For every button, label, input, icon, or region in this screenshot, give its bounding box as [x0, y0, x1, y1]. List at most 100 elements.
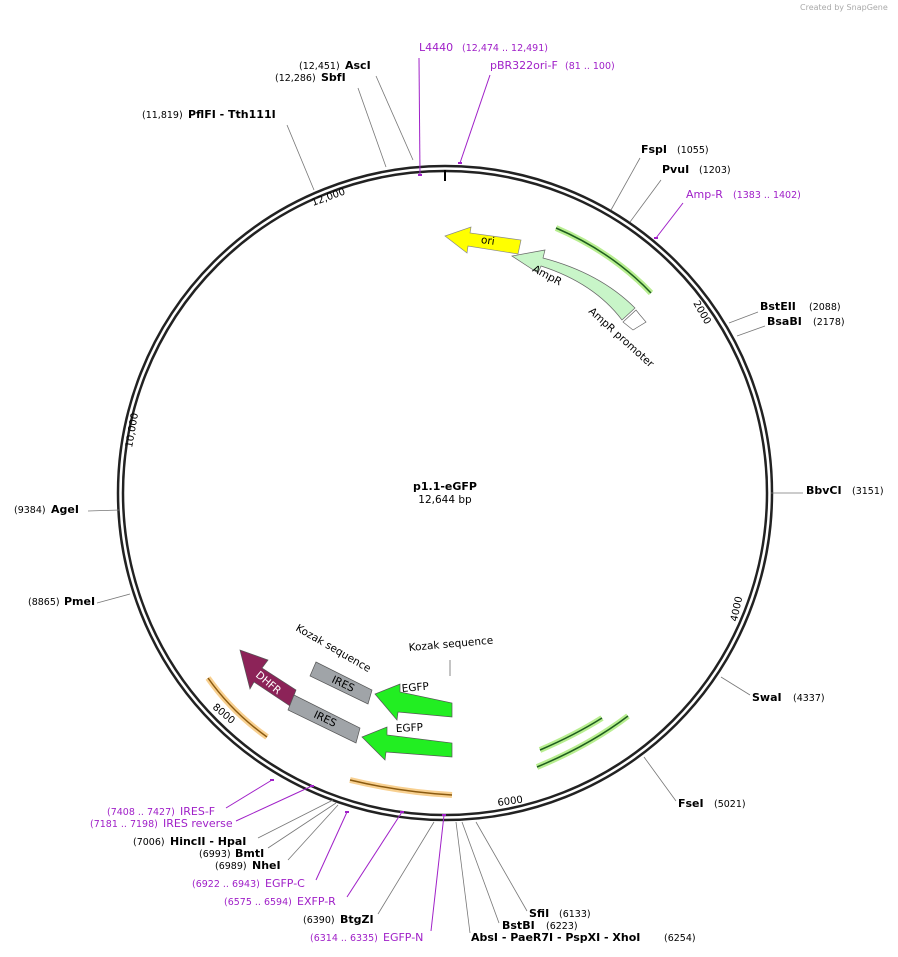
enzyme-name: SwaI [752, 691, 782, 704]
enzyme-position: (6254) [664, 933, 696, 944]
enzyme-leader [475, 821, 528, 912]
enzyme-name: AscI [345, 59, 371, 72]
primer-range: (6575 .. 6594) [224, 897, 292, 908]
enzyme-position: (2088) [809, 302, 841, 313]
enzyme-position: (1203) [699, 165, 731, 176]
primer-leader [315, 811, 348, 881]
orf-line [207, 677, 268, 738]
orf-line [349, 779, 453, 796]
ruler-label: 2000 [690, 299, 712, 327]
enzyme-name: PmeI [64, 595, 95, 608]
orf-line [555, 227, 652, 294]
enzyme-position: (6390) [303, 915, 335, 926]
enzyme-position: (12,451) [299, 61, 340, 72]
primer-leader [346, 811, 403, 898]
enzyme-position: (11,819) [142, 110, 183, 121]
enzyme-leader [357, 87, 387, 168]
enzyme-position: (2178) [813, 317, 845, 328]
primer-range: (81 .. 100) [565, 61, 615, 72]
enzyme-leader [257, 799, 334, 839]
enzyme-leader [461, 821, 500, 924]
orf-line [539, 717, 603, 751]
enzyme-leader [87, 509, 121, 512]
feature-label: EGFP [396, 722, 424, 735]
enzyme-name: PvuI [662, 163, 689, 176]
egfp-arrow [361, 726, 453, 761]
enzyme-name: BmtI [235, 847, 264, 860]
primer-leader [655, 202, 684, 239]
enzyme-name: SfiI [529, 907, 549, 920]
enzyme-position: (7006) [133, 837, 165, 848]
enzyme-leader [377, 821, 435, 915]
egfp-arrow [374, 683, 453, 721]
primer-name: pBR322ori-F [490, 59, 558, 72]
enzyme-position: (6993) [199, 849, 231, 860]
primer-name: EGFP-N [383, 931, 423, 944]
plasmid-size: 12,644 bp [418, 494, 472, 506]
enzyme-leader [629, 179, 662, 223]
feature-label: ori [480, 234, 495, 248]
primer-range: (1383 .. 1402) [733, 190, 801, 201]
enzyme-position: (12,286) [275, 73, 316, 84]
enzyme-name: HincII - HpaI [170, 835, 246, 848]
enzyme-position: (9384) [14, 505, 46, 516]
enzyme-position: (6989) [215, 861, 247, 872]
enzyme-leader [610, 157, 641, 211]
enzyme-name: AbsI - PaeR7I - PspXI - XhoI [471, 931, 640, 944]
orf [349, 777, 453, 798]
enzyme-leader [375, 75, 414, 161]
ires-block [287, 694, 361, 744]
credit: Created by SnapGene [800, 3, 888, 12]
enzyme-leader [643, 756, 677, 802]
primer-name: Amp-R [686, 188, 723, 201]
primer-range: (6922 .. 6943) [192, 879, 260, 890]
enzyme-name: AgeI [51, 503, 79, 516]
enzyme-name: BtgZI [340, 913, 374, 926]
dhfr-arrow [239, 649, 297, 707]
enzyme-position: (3151) [852, 486, 884, 497]
enzyme-leader [736, 325, 766, 337]
primer-name: EGFP-C [265, 877, 305, 890]
feature-label: EGFP [401, 681, 429, 695]
enzyme-name: BsaBI [767, 315, 802, 328]
enzyme-name: BbvCI [806, 484, 842, 497]
primer-name: L4440 [419, 41, 453, 54]
primer-range: (7181 .. 7198) [90, 819, 158, 830]
enzyme-name: SbfI [321, 71, 346, 84]
primer-leader [418, 57, 421, 176]
orf-line [536, 715, 629, 768]
feature-label: Kozak sequence [408, 635, 493, 654]
enzyme-leader [455, 821, 471, 934]
backbone-inner [121, 169, 769, 817]
ruler-label: 4000 [729, 595, 745, 622]
ampr-promoter-arrow [622, 309, 647, 331]
ampr-arrow [511, 249, 636, 321]
enzyme-leader [96, 593, 131, 604]
enzyme-position: (6223) [546, 921, 578, 932]
enzyme-name: PflFI - Tth111I [188, 108, 276, 121]
enzyme-position: (8865) [28, 597, 60, 608]
primer-name: EXFP-R [297, 895, 336, 908]
primer-name: IRES reverse [163, 817, 233, 830]
enzyme-position: (4337) [793, 693, 825, 704]
enzyme-leader [287, 804, 339, 861]
enzyme-name: BstEII [760, 300, 796, 313]
primer-range: (6314 .. 6335) [310, 933, 378, 944]
enzyme-position: (1055) [677, 145, 709, 156]
ires-block [309, 661, 373, 705]
primer-leader [430, 814, 445, 932]
enzyme-leader [286, 124, 315, 191]
enzyme-leader [267, 802, 337, 849]
enzyme-position: (6133) [559, 909, 591, 920]
primer-range: (7408 .. 7427) [107, 807, 175, 818]
enzyme-name: NheI [252, 859, 281, 872]
feature-label: Kozak sequence [294, 622, 373, 675]
primer-leader [459, 74, 491, 164]
primer-leader [235, 785, 313, 822]
ruler-label: 12,000 [310, 187, 347, 209]
enzyme-name: FseI [678, 797, 704, 810]
primer-name: IRES-F [180, 805, 215, 818]
plasmid-name: p1.1-eGFP [413, 480, 477, 493]
enzyme-position: (5021) [714, 799, 746, 810]
